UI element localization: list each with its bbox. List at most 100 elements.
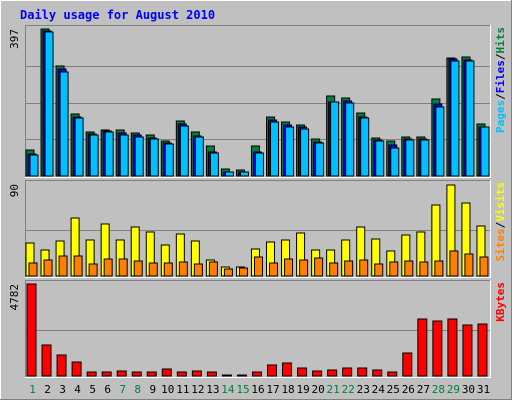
bar-kbytes-day-14 [221,374,232,377]
bar-kbytes-day-29 [447,318,458,377]
bar-pages-day-12 [194,136,204,177]
bar-pages-day-22 [345,102,355,177]
x-tick-label-31: 31 [477,383,490,396]
bar-kbytes-day-27 [417,318,428,377]
bar-sites-day-28 [434,260,444,277]
bar-kbytes-day-2 [41,344,52,377]
bar-pages-day-4 [74,117,84,177]
bar-kbytes-day-10 [161,368,172,377]
bar-pages-day-20 [315,142,325,177]
x-tick-label-7: 7 [119,383,126,396]
bar-sites-day-7 [118,258,128,277]
x-tick-label-13: 13 [206,383,219,396]
bar-sites-day-21 [329,262,339,277]
x-tick-label-14: 14 [221,383,235,396]
x-tick-label-3: 3 [59,383,66,396]
bar-kbytes-day-31 [477,323,488,377]
bar-sites-day-25 [389,261,399,277]
x-tick-label-1: 1 [29,383,36,396]
bar-sites-day-11 [178,261,188,277]
chart-panel-1: 397 Pages/Files/Hits [8,25,507,178]
bar-kbytes-day-20 [312,370,323,377]
bar-pages-day-6 [104,131,114,177]
bar-kbytes-day-26 [402,352,413,377]
bar-kbytes-day-5 [86,371,97,377]
bar-pages-day-31 [480,126,490,177]
x-tick-label-29: 29 [447,383,460,396]
bar-kbytes-day-28 [432,320,443,377]
bar-sites-day-1 [28,262,38,277]
bar-kbytes-day-15 [236,374,247,377]
bar-sites-day-26 [404,260,414,277]
x-tick-label-30: 30 [462,383,475,396]
bar-pages-day-5 [89,134,99,177]
bar-sites-day-9 [148,262,158,277]
x-tick-label-15: 15 [236,383,249,396]
bar-sites-day-16 [253,256,263,277]
bar-kbytes-day-11 [176,371,187,377]
bar-sites-day-12 [193,263,203,277]
bar-kbytes-day-1 [26,283,37,377]
bar-sites-day-19 [299,259,309,277]
x-tick-label-18: 18 [281,383,294,396]
y-max-label-3: 4782 [8,284,21,311]
bar-pages-day-10 [164,143,174,177]
bar-kbytes-day-6 [101,371,112,377]
bar-sites-day-30 [464,253,474,277]
bar-sites-day-6 [103,258,113,277]
bar-pages-day-24 [375,140,385,177]
x-tick-label-25: 25 [387,383,400,396]
bar-pages-day-23 [360,117,370,177]
bar-pages-day-27 [420,139,430,177]
bar-kbytes-day-12 [191,370,202,377]
bar-sites-day-8 [133,260,143,277]
x-tick-label-5: 5 [89,383,96,396]
bar-kbytes-day-21 [327,369,338,377]
bar-pages-day-15 [239,171,249,177]
x-tick-label-19: 19 [296,383,309,396]
x-tick-label-4: 4 [74,383,81,396]
chart-title: Daily usage for August 2010 [20,8,215,22]
bar-sites-day-13 [208,261,218,277]
bar-sites-day-15 [238,267,248,277]
x-tick-label-26: 26 [402,383,415,396]
x-tick-label-27: 27 [417,383,430,396]
bar-kbytes-day-16 [251,371,262,377]
chart-panel-3: 4782 KBytes [8,280,507,378]
bar-pages-day-17 [270,121,280,177]
series-axis-label-3: KBytes [494,282,507,322]
bar-pages-day-16 [254,152,264,177]
bar-sites-day-3 [58,255,68,277]
x-tick-label-10: 10 [161,383,174,396]
bar-pages-day-26 [405,139,415,177]
bar-pages-day-3 [59,71,69,177]
bar-pages-day-25 [390,147,400,177]
chart-panel-2: 90 Sites/Visits [8,180,507,278]
bar-kbytes-day-8 [131,371,142,377]
bar-sites-day-5 [88,263,98,277]
x-tick-label-17: 17 [266,383,279,396]
bar-pages-day-9 [149,138,159,177]
x-tick-label-16: 16 [251,383,264,396]
x-tick-label-8: 8 [134,383,141,396]
bar-kbytes-day-3 [56,354,67,377]
bar-pages-day-28 [435,106,445,177]
bar-sites-day-2 [43,259,53,277]
bar-kbytes-day-13 [206,371,217,377]
x-tick-label-11: 11 [176,383,189,396]
bar-sites-day-24 [374,263,384,277]
x-tick-label-12: 12 [191,383,204,396]
x-tick-label-24: 24 [372,383,386,396]
bar-kbytes-day-9 [146,371,157,377]
x-tick-label-23: 23 [357,383,370,396]
bar-sites-day-29 [449,250,459,277]
bar-sites-day-27 [419,261,429,277]
x-tick-label-6: 6 [104,383,111,396]
x-tick-label-2: 2 [44,383,51,396]
bar-sites-day-14 [223,268,233,277]
series-axis-label-2: Sites/Visits [494,182,507,262]
bar-sites-day-4 [73,255,83,277]
bar-kbytes-day-22 [342,367,353,377]
x-tick-label-22: 22 [342,383,355,396]
x-tick-label-21: 21 [327,383,340,396]
